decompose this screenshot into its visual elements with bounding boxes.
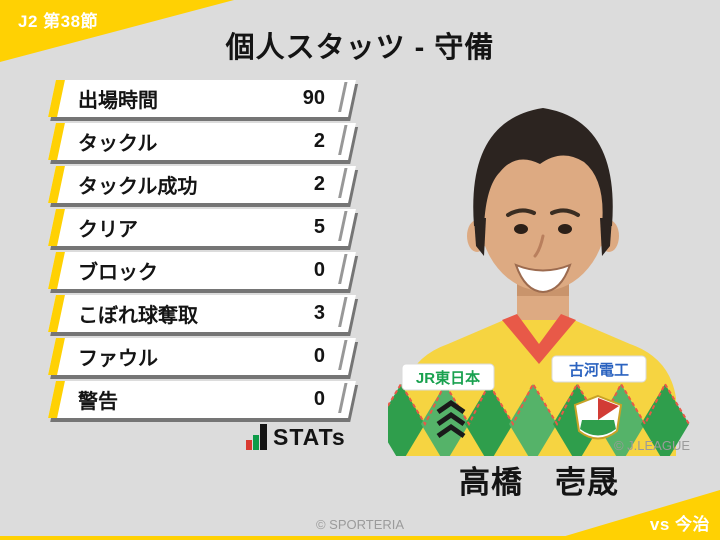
player-hair: [473, 108, 613, 256]
stat-label: タックル: [78, 133, 158, 155]
stat-label: ブロック: [78, 262, 158, 284]
stat-row-tackles: タックル 2: [48, 123, 356, 160]
stat-label: 出場時間: [78, 90, 158, 112]
bar-red: [246, 440, 252, 450]
stat-value: 0: [313, 345, 325, 367]
stat-row-clearances: クリア 5: [48, 209, 356, 246]
bottom-yellow-strip: [0, 536, 720, 540]
stat-row-tackles-won: タックル成功 2: [48, 166, 356, 203]
site-credit: © SPORTERIA: [315, 517, 405, 532]
player-illustration: JR東日本 古河電工: [376, 108, 690, 464]
stats-logo-text: STATs: [273, 424, 346, 450]
player-jersey: JR東日本 古河電工: [376, 314, 690, 464]
bar-green: [253, 435, 259, 450]
stat-value: 5: [313, 216, 325, 238]
photo-credit: © J.LEAGUE: [613, 438, 690, 453]
stat-value: 90: [302, 87, 325, 109]
page-title: 個人スタッツ - 守備: [225, 32, 495, 64]
stat-value: 3: [313, 302, 325, 324]
stat-value: 0: [313, 388, 325, 410]
sponsor-right-text: 古河電工: [569, 361, 629, 379]
stat-row-playtime: 出場時間 90: [48, 80, 356, 117]
stat-label: タックル成功: [78, 176, 198, 198]
stats-list: 出場時間 90 タックル 2 タックル成功 2 クリア 5 ブロック 0 こぼれ…: [48, 80, 356, 424]
stat-row-fouls: ファウル 0: [48, 338, 356, 375]
stats-logo: STATs: [246, 424, 346, 450]
sponsor-left-text: JR東日本: [416, 369, 480, 387]
stat-value: 0: [313, 259, 325, 281]
sponsor-patch-left: JR東日本: [401, 363, 495, 391]
opponent-label: vs 今治: [649, 515, 710, 534]
club-crest: [573, 394, 623, 440]
sponsor-patch-right: 古河電工: [551, 355, 647, 383]
stat-label: 警告: [78, 391, 118, 413]
stat-value: 2: [313, 173, 325, 195]
stat-label: クリア: [78, 219, 138, 241]
stat-value: 2: [313, 130, 325, 152]
jersey-maker-logo: [436, 399, 466, 439]
bar-black: [260, 424, 267, 450]
player-name: 高橋 壱晟: [459, 465, 619, 500]
player-photo: JR東日本 古河電工: [376, 68, 690, 464]
stat-label: ファウル: [78, 348, 158, 370]
round-label: J2 第38節: [18, 12, 99, 31]
stat-label: こぼれ球奪取: [78, 305, 198, 327]
stat-row-yellow-cards: 警告 0: [48, 381, 356, 418]
stat-row-loose-ball-recoveries: こぼれ球奪取 3: [48, 295, 356, 332]
bar-chart-icon: [246, 424, 267, 450]
stat-row-blocks: ブロック 0: [48, 252, 356, 289]
